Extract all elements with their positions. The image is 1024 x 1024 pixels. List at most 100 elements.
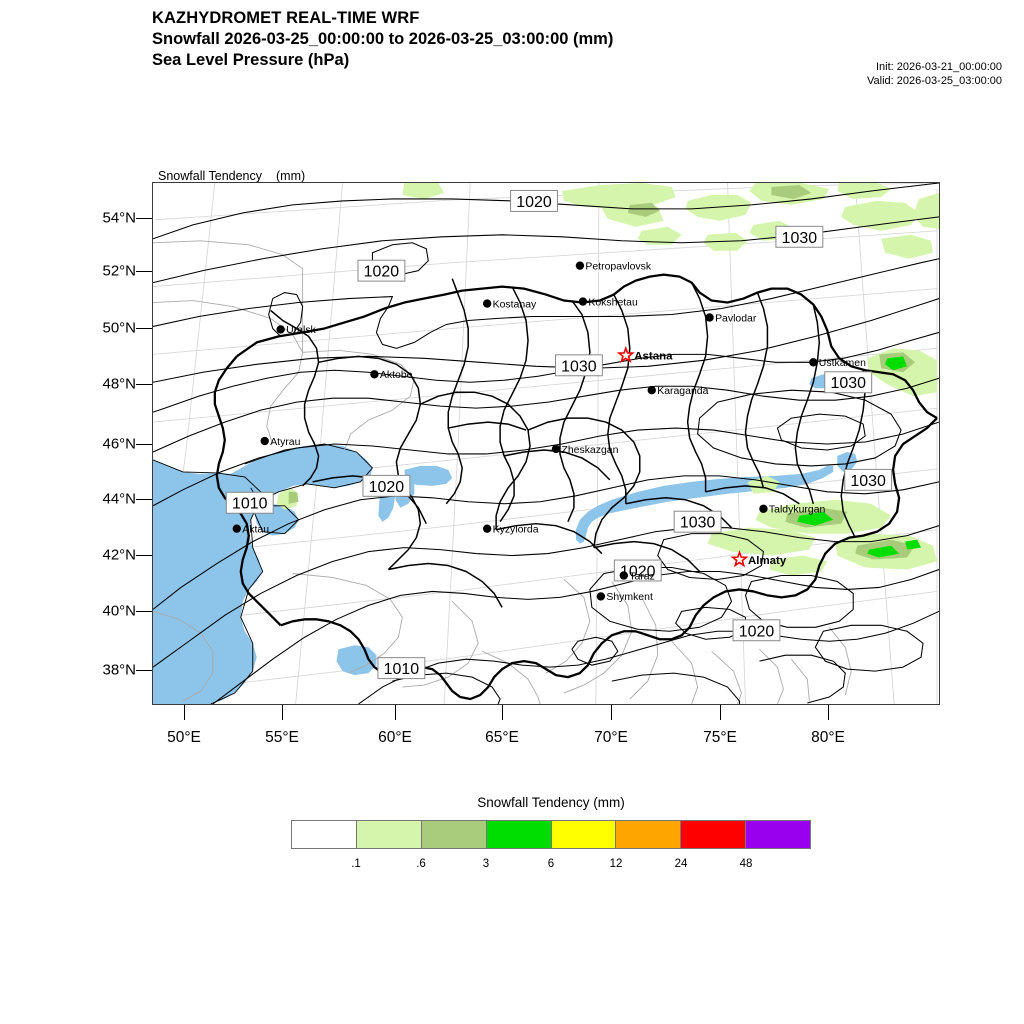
city-marker: Kostanay — [482, 299, 537, 310]
map-canvas: 1020 1030 1020 1030 1030 1010 1020 1030 1030 1020… — [153, 183, 939, 704]
latitude-tick-label: 38°N — [102, 661, 136, 679]
longitude-tick-mark — [720, 705, 721, 720]
latitude-tick-label: 52°N — [102, 262, 136, 280]
city-marker: Karaganda — [647, 386, 709, 397]
city-marker: Zheskazgan — [551, 444, 619, 456]
colorbar-tick: 48 — [739, 858, 753, 870]
city-dot-icon — [276, 325, 285, 334]
caspian-sea — [153, 459, 263, 704]
longitude-tick-mark — [611, 705, 612, 720]
city-name-label: Zheskazgan — [561, 445, 618, 456]
city-dot-icon — [482, 524, 492, 533]
isobar-label: 1030 — [673, 510, 722, 533]
latitude-tick-label: 44°N — [102, 490, 136, 508]
isobar-value: 1030 — [850, 473, 886, 490]
oblast-boundaries — [270, 278, 866, 608]
latitude-tick-label: 54°N — [102, 209, 136, 227]
neighbor-admin-boundaries — [153, 240, 852, 704]
city-name-label: Kostanay — [493, 299, 537, 310]
isobar-label: 1010 — [225, 491, 274, 514]
colorbar-cell — [356, 821, 422, 848]
latitude-axis-ticks — [0, 0, 152, 1024]
colorbar-cell — [746, 821, 810, 848]
latitude-tick-mark — [136, 499, 152, 500]
init-time: Init: 2026-03-21_00:00:00 — [876, 61, 1002, 73]
city-markers: Petropavlovsk Kostanay Kokshetau Pavlodar Ur… — [232, 261, 866, 603]
colorbar-tick: 24 — [674, 858, 688, 870]
page-title: KAZHYDROMET REAL-TIME WRF — [152, 9, 420, 27]
longitude-tick-mark — [828, 705, 829, 720]
city-dot-icon — [260, 436, 269, 446]
city-dot-icon — [596, 592, 606, 601]
latitude-tick-mark — [136, 611, 152, 612]
isobar-value: 1010 — [384, 661, 420, 678]
latitude-tick-mark — [136, 670, 152, 671]
latitude-tick-mark — [136, 384, 152, 385]
isobar-value: 1030 — [830, 375, 866, 392]
longitude-tick-label: 60°E — [378, 729, 412, 746]
colorbar-swatches — [291, 820, 811, 849]
city-dot-icon — [759, 504, 768, 513]
city-dot-icon — [705, 313, 714, 322]
longitude-tick-label: 70°E — [594, 729, 628, 746]
city-marker: Petropavlovsk — [575, 261, 652, 272]
city-name-label: Astana — [634, 351, 673, 363]
city-dot-icon — [619, 571, 628, 580]
latitude-tick-label: 48°N — [102, 375, 136, 393]
latitude-tick-label: 40°N — [102, 602, 136, 620]
aral-sea-east — [404, 465, 453, 486]
colorbar-tick: .6 — [416, 858, 426, 870]
isobar-label: 1020 — [362, 474, 411, 497]
isobar-label: 1030 — [844, 468, 893, 491]
city-name-label: Shymkent — [606, 592, 653, 603]
city-marker: Aktobe — [370, 370, 413, 381]
latitude-tick-mark — [136, 328, 152, 329]
colorbar-cell — [292, 821, 357, 848]
city-name-label: Petropavlovsk — [585, 261, 651, 272]
city-marker: Atyrau — [260, 436, 301, 448]
colorbar-cell — [551, 821, 617, 848]
isobar-value: 1030 — [680, 515, 716, 532]
header-subtitle-pressure: Sea Level Pressure (hPa) — [152, 51, 350, 69]
city-marker: Kyzylorda — [482, 524, 539, 535]
colorbar-title: Snowfall Tendency (mm) — [477, 795, 625, 810]
isobar-label: 1020 — [357, 259, 406, 282]
latitude-tick-mark — [136, 271, 152, 272]
city-name-label: Taldykurgan — [769, 505, 826, 516]
isobar-value: 1020 — [364, 264, 400, 281]
city-name-label: Ustkamen — [819, 358, 866, 369]
longitude-tick-mark — [184, 705, 185, 720]
weather-map[interactable]: 1020 1030 1020 1030 1030 1010 1020 1030 1030 1020… — [152, 182, 940, 705]
header-title-block: KAZHYDROMET REAL-TIME WRF Snowfall 2026-… — [152, 8, 772, 71]
longitude-tick-label: 80°E — [811, 729, 845, 746]
isobar-label: 1030 — [824, 371, 873, 394]
city-dot-icon — [809, 358, 818, 367]
isobar-label: 1020 — [510, 189, 558, 212]
longitude-tick-label: 55°E — [265, 729, 299, 746]
colorbar-cell — [681, 821, 747, 848]
longitude-tick-label: 65°E — [485, 729, 519, 746]
isobar-value: 1030 — [782, 230, 818, 247]
city-marker: Astana — [616, 345, 673, 364]
city-dot-icon — [578, 297, 588, 306]
city-dot-icon — [370, 370, 379, 379]
city-dot-icon — [575, 261, 585, 270]
model-run-info: Init: 2026-03-21_00:00:00 Valid: 2026-03… — [867, 60, 1002, 88]
latitude-tick-label: 46°N — [102, 435, 136, 453]
city-dot-icon — [482, 299, 492, 308]
city-marker: Taraz — [619, 571, 655, 582]
city-marker: Ustkamen — [809, 358, 866, 369]
city-dot-icon — [551, 444, 561, 454]
latitude-tick-label: 42°N — [102, 546, 136, 564]
longitude-tick-mark — [395, 705, 396, 720]
colorbar-tick: 6 — [547, 858, 555, 870]
isobar-value: 1020 — [516, 194, 552, 211]
isobar-label: 1030 — [775, 225, 824, 248]
colorbar-tick: 3 — [482, 858, 490, 870]
isobar-label: 1020 — [732, 619, 781, 642]
city-name-label: Kokshetau — [588, 297, 638, 308]
city-name-label: Kyzylorda — [493, 524, 539, 535]
city-dot-icon — [232, 524, 241, 533]
city-marker: Aktau — [232, 524, 269, 535]
caption-snowfall-unit: (mm) — [276, 169, 306, 183]
